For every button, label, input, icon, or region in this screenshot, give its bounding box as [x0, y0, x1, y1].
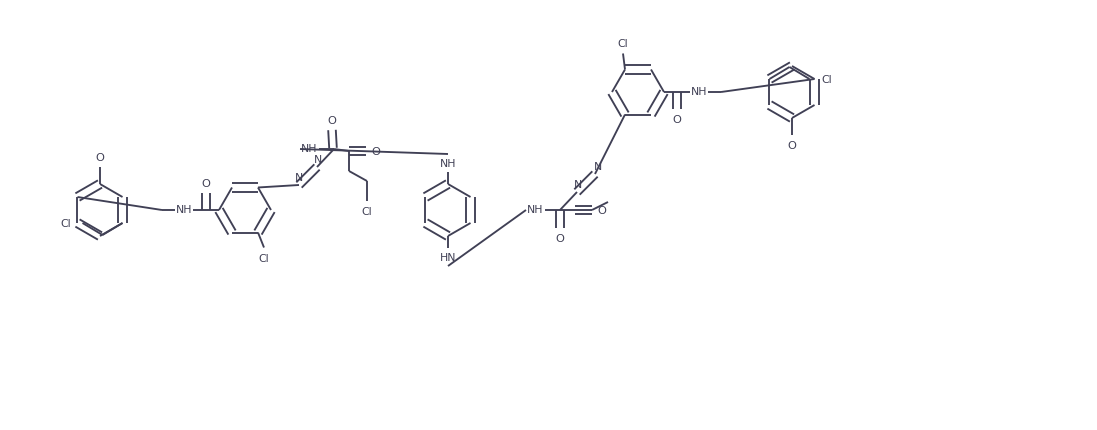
Text: O: O — [95, 153, 104, 163]
Text: O: O — [788, 141, 796, 150]
Text: O: O — [555, 233, 565, 243]
Text: O: O — [672, 115, 681, 125]
Text: Cl: Cl — [259, 253, 269, 263]
Text: HN: HN — [440, 252, 456, 262]
Text: O: O — [598, 206, 607, 215]
Text: NH: NH — [176, 205, 192, 215]
Text: NH: NH — [691, 87, 708, 97]
Text: O: O — [202, 178, 211, 189]
Text: Cl: Cl — [362, 206, 372, 216]
Text: Cl: Cl — [822, 75, 833, 85]
Text: N: N — [593, 162, 602, 172]
Text: N: N — [295, 172, 303, 183]
Text: NH: NH — [527, 205, 543, 215]
Text: Cl: Cl — [60, 218, 70, 228]
Text: N: N — [314, 155, 323, 165]
Text: N: N — [574, 180, 583, 190]
Text: O: O — [328, 116, 337, 126]
Text: Cl: Cl — [618, 40, 629, 49]
Text: NH: NH — [440, 159, 456, 169]
Text: O: O — [372, 147, 381, 157]
Text: NH: NH — [301, 144, 317, 154]
